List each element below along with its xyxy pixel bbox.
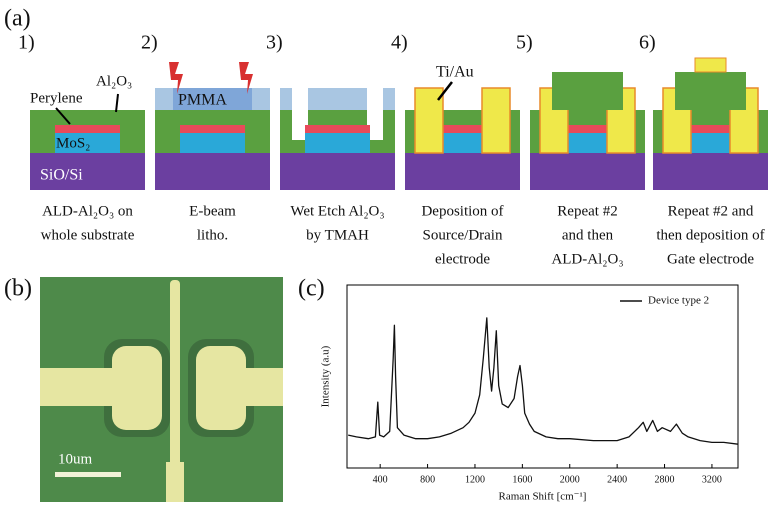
gate-line [166, 462, 184, 502]
pad [112, 346, 162, 430]
perylene [180, 125, 245, 133]
step-caption: Wet Etch Al₂O₃ [290, 203, 384, 219]
step-caption: Deposition of [421, 203, 503, 219]
panel-label: (b) [4, 276, 32, 302]
mos2 [305, 133, 370, 153]
layer-label: Perylene [30, 90, 83, 106]
substrate [530, 153, 645, 190]
x-tick-label: 2000 [560, 474, 580, 485]
step-caption: Repeat #2 [557, 203, 617, 219]
perylene [55, 125, 120, 133]
mos2 [180, 133, 245, 153]
substrate [155, 153, 270, 190]
x-tick-label: 400 [373, 474, 388, 485]
panel-label: (a) [4, 6, 31, 32]
step-caption: then deposition of [656, 227, 764, 243]
arrow [116, 94, 118, 112]
electrode [240, 368, 283, 406]
pmma [280, 88, 292, 110]
step-caption: whole substrate [41, 227, 135, 243]
gate [695, 58, 726, 72]
x-tick-label: 800 [420, 474, 435, 485]
layer-label: SiO/Si [40, 167, 83, 184]
pmma [308, 88, 367, 110]
oxide [552, 72, 623, 110]
step-caption: ALD-Al₂O₃ on [42, 203, 133, 219]
y-axis-label: Intensity (a.u) [320, 345, 332, 407]
legend-label: Device type 2 [648, 295, 709, 307]
step-caption: ALD-Al₂O₃ [551, 251, 623, 267]
step-caption: and then [562, 227, 614, 243]
step-caption: E-beam [189, 203, 236, 219]
x-tick-label: 3200 [702, 474, 722, 485]
scale-bar-label: 10um [58, 451, 93, 467]
scale-bar [55, 472, 121, 477]
gate-line [170, 280, 180, 470]
x-tick-label: 1600 [512, 474, 532, 485]
perylene [305, 125, 370, 133]
step-caption: Gate electrode [667, 251, 754, 267]
substrate [280, 153, 395, 190]
electrode [482, 88, 510, 153]
step-caption: litho. [197, 227, 228, 243]
page: { "panels": { "a": { "label": "(a)", "st… [0, 0, 777, 505]
x-tick-label: 1200 [465, 474, 485, 485]
step-caption: Repeat #2 and [668, 203, 754, 219]
x-tick-label: 2400 [607, 474, 627, 485]
layer-label: MoS₂ [56, 135, 90, 151]
step-number: 2) [141, 32, 158, 54]
spectrum-line [348, 318, 738, 444]
step-number: 3) [266, 32, 283, 54]
x-tick-label: 2800 [655, 474, 675, 485]
layer-label: Ti/Au [436, 64, 474, 81]
substrate [653, 153, 768, 190]
layer-label: PMMA [178, 92, 227, 109]
figure: (a)1) ALD-Al₂O₃ on whole substrate 2) E-beam… [0, 0, 777, 505]
step-number: 4) [391, 32, 408, 54]
step-caption: electrode [435, 251, 490, 267]
oxide [675, 72, 746, 110]
step-number: 5) [516, 32, 533, 54]
panel-label: (c) [298, 276, 325, 302]
layer-label: Al₂O₃ [96, 73, 132, 89]
step-caption: by TMAH [306, 227, 369, 243]
substrate [405, 153, 520, 190]
plot-frame [347, 285, 738, 468]
x-axis-label: Raman Shift [cm⁻¹] [499, 491, 587, 503]
electrode [40, 368, 120, 406]
step-number: 1) [18, 32, 35, 54]
step-number: 6) [639, 32, 656, 54]
pad [196, 346, 246, 430]
pmma [383, 88, 395, 110]
step-caption: Source/Drain [423, 227, 503, 243]
